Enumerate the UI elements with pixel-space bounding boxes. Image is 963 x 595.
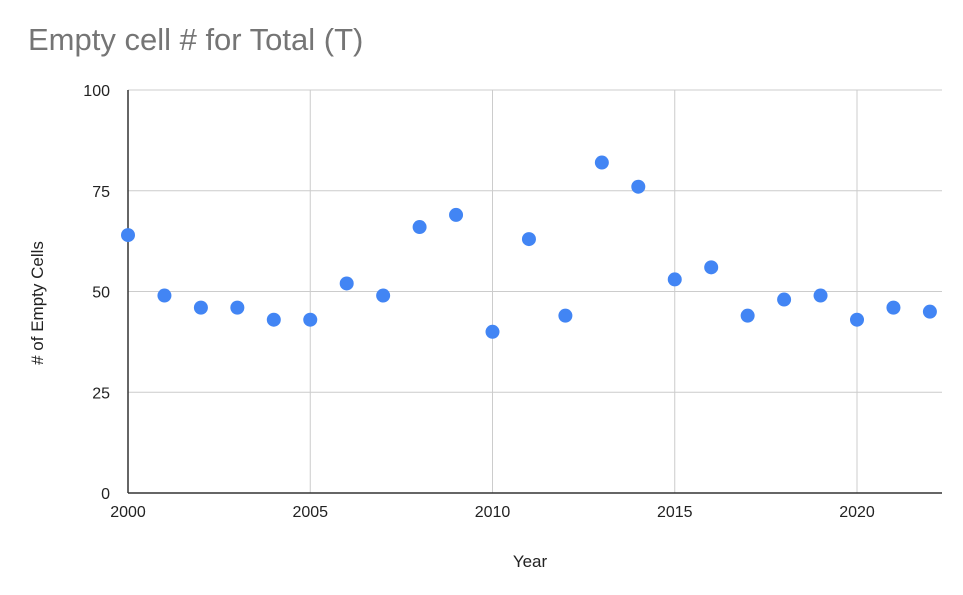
x-tick-label: 2020 xyxy=(839,504,875,521)
x-axis-title: Year xyxy=(513,552,548,571)
data-point xyxy=(777,292,792,307)
data-point xyxy=(521,232,536,247)
y-tick-label: 50 xyxy=(92,285,110,302)
data-point xyxy=(740,308,755,323)
data-point xyxy=(594,155,609,170)
data-point xyxy=(266,312,281,327)
data-point xyxy=(121,228,135,243)
x-tick-label: 2010 xyxy=(475,504,511,521)
y-axis-title: # of Empty Cells xyxy=(28,241,47,365)
data-point xyxy=(704,260,719,275)
x-tick-label: 2005 xyxy=(292,504,328,521)
data-point xyxy=(813,288,828,303)
grid-lines xyxy=(128,89,942,493)
data-point xyxy=(558,308,573,323)
axes xyxy=(127,90,942,494)
data-point xyxy=(485,324,500,339)
y-tick-label: 0 xyxy=(101,486,110,503)
data-point xyxy=(922,304,937,319)
data-point xyxy=(412,220,427,235)
data-point xyxy=(303,312,318,327)
y-tick-label: 75 xyxy=(92,184,110,201)
data-point xyxy=(850,312,864,327)
y-tick-label: 25 xyxy=(92,385,110,402)
x-tick-label: 2015 xyxy=(657,504,693,521)
data-point xyxy=(339,276,354,291)
data-point xyxy=(886,300,901,315)
data-point xyxy=(449,207,464,222)
data-point xyxy=(157,288,172,303)
chart-title: Empty cell # for Total (T) xyxy=(28,22,364,57)
y-tick-label: 100 xyxy=(83,83,110,100)
data-point xyxy=(230,300,245,315)
data-point xyxy=(376,288,391,303)
x-tick-label: 2000 xyxy=(110,504,146,521)
tick-labels: 0 25 50 75 100 2000 2005 2010 2015 2020 xyxy=(83,83,875,521)
data-point xyxy=(667,272,682,287)
data-points xyxy=(121,155,937,339)
data-point xyxy=(631,179,646,194)
data-point xyxy=(193,300,208,315)
